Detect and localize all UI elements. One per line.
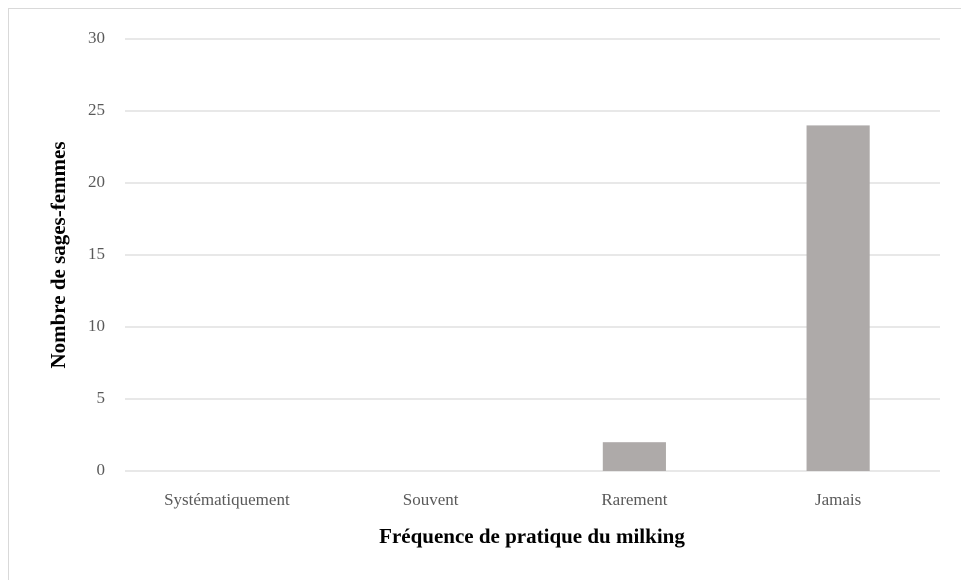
bar (806, 125, 870, 472)
x-tick-label: Souvent (403, 490, 459, 509)
y-tick-label: 10 (88, 316, 105, 335)
y-axis-title: Nombre de sages-femmes (46, 141, 70, 368)
x-tick-label: Systématiquement (164, 490, 290, 509)
x-tick-label: Rarement (601, 490, 667, 509)
chart-border (8, 8, 961, 580)
y-tick-label: 0 (97, 460, 106, 479)
y-tick-label: 30 (88, 28, 105, 47)
y-tick-label: 25 (88, 100, 105, 119)
x-axis-title: Fréquence de pratique du milking (379, 524, 685, 548)
bar (602, 442, 666, 471)
y-tick-label: 15 (88, 244, 105, 263)
y-tick-label: 5 (97, 388, 106, 407)
y-tick-label: 20 (88, 172, 105, 191)
x-tick-label: Jamais (815, 490, 861, 509)
